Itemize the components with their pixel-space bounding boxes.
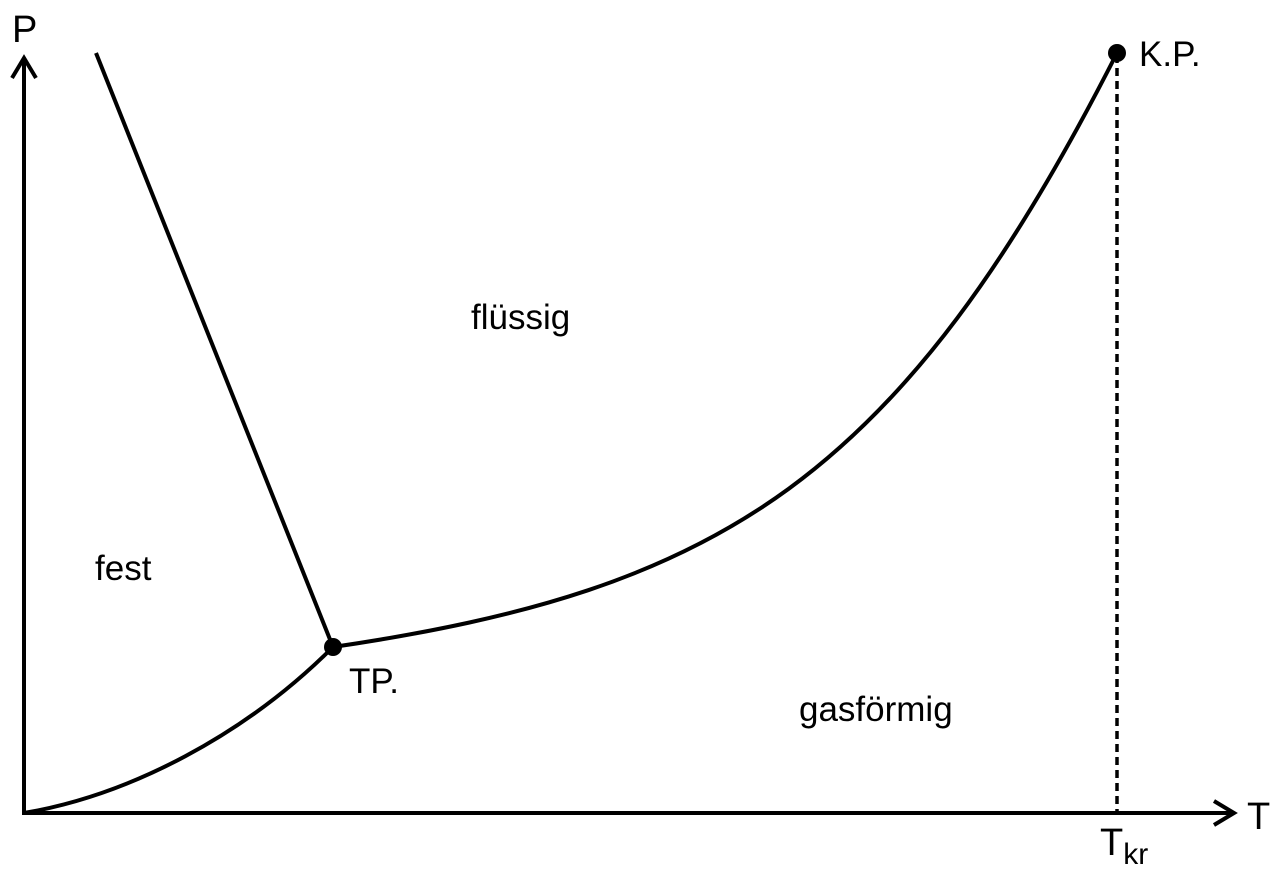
triple-point-label: TP. [349, 662, 399, 701]
melting-curve [94, 52, 335, 648]
region-gas-label: gasförmig [799, 690, 953, 729]
vaporization-curve [332, 52, 1119, 649]
critical-point-label: K.P. [1139, 35, 1201, 74]
region-solid-label: fest [95, 549, 152, 588]
region-liquid-label: flüssig [471, 298, 570, 337]
critical-point-marker [1108, 44, 1126, 62]
critical-temperature-subscript: kr [1123, 838, 1148, 871]
triple-point-marker [324, 638, 342, 656]
sublimation-curve [23, 645, 335, 815]
y-axis-arrowhead [10, 54, 38, 80]
critical-temperature-main: T [1100, 822, 1123, 864]
critical-temperature-label: Tkr [1100, 822, 1148, 871]
x-axis-arrowhead [1212, 799, 1238, 827]
x-axis-label: T [1247, 796, 1270, 838]
y-axis-label: P [12, 9, 37, 51]
